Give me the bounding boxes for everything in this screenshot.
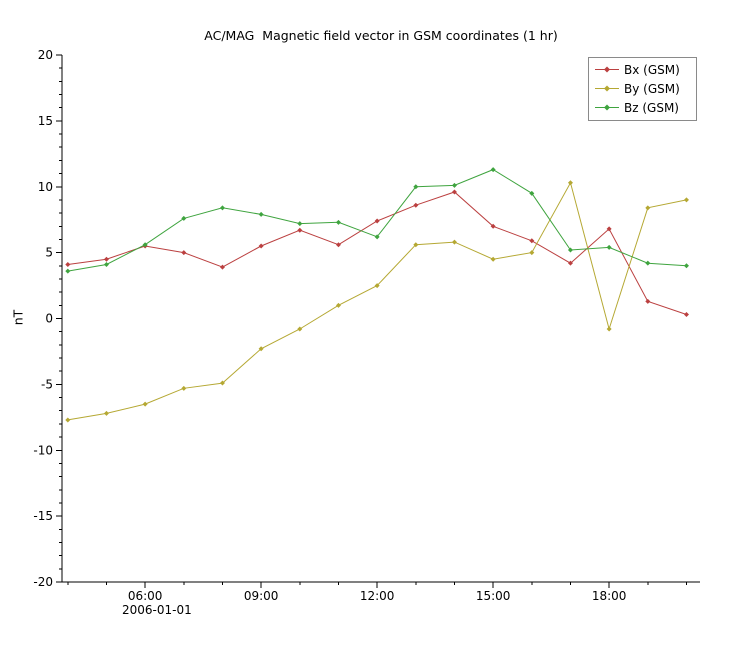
marker-bz — [606, 244, 612, 250]
y-tick-label: -15 — [33, 509, 53, 523]
marker-bx — [374, 218, 380, 224]
legend-item-bz: Bz (GSM) — [589, 98, 696, 117]
marker-bz — [529, 190, 535, 196]
marker-bx — [219, 264, 225, 270]
marker-by — [335, 302, 341, 308]
marker-bz — [645, 260, 651, 266]
marker-by — [374, 283, 380, 289]
marker-bx — [65, 261, 71, 267]
x-tick-label: 15:00 — [476, 589, 511, 603]
marker-bx — [567, 260, 573, 266]
y-tick-label: -20 — [33, 575, 53, 589]
x-axis-date-label: 2006-01-01 — [122, 603, 192, 617]
tick-labels: -20 -15 -10 -5 0 5 10 15 20 06:00 09:00 12:00 15:00 1… — [33, 48, 626, 603]
marker-bx — [645, 298, 651, 304]
marker-by — [645, 205, 651, 211]
marker-by — [606, 326, 612, 332]
marker-bz — [65, 268, 71, 274]
marker-by — [219, 380, 225, 386]
marker-by — [451, 239, 457, 245]
y-tick-label: -5 — [41, 377, 53, 391]
marker-by — [683, 197, 689, 203]
marker-bz — [451, 182, 457, 188]
marker-bx — [258, 243, 264, 249]
y-tick-label: 15 — [38, 114, 53, 128]
marker-bz — [142, 242, 148, 248]
marker-bz — [374, 234, 380, 240]
legend-swatch-by-icon — [595, 85, 619, 92]
marker-bz — [490, 167, 496, 173]
y-tick-label: -10 — [33, 443, 53, 457]
y-tick-label: 10 — [38, 180, 53, 194]
marker-bx — [683, 312, 689, 318]
marker-bz — [297, 221, 303, 227]
series-by — [65, 180, 689, 423]
legend-item-by: By (GSM) — [589, 79, 696, 98]
marker-bz — [219, 205, 225, 211]
marker-by — [258, 346, 264, 352]
marker-by — [142, 401, 148, 407]
x-tick-label: 09:00 — [244, 589, 279, 603]
legend-swatch-bx-icon — [595, 66, 619, 73]
x-tick-label: 12:00 — [360, 589, 395, 603]
y-tick-label: 0 — [45, 312, 53, 326]
marker-bz — [567, 247, 573, 253]
legend-label-bx: Bx (GSM) — [624, 62, 680, 77]
legend: Bx (GSM) By (GSM) Bz (GSM) — [588, 57, 697, 121]
marker-bx — [297, 227, 303, 233]
marker-by — [65, 417, 71, 423]
y-tick-label: 5 — [45, 246, 53, 260]
x-tick-label: 06:00 — [128, 589, 163, 603]
chart-title: AC/MAG Magnetic field vector in GSM coor… — [204, 28, 558, 43]
marker-bx — [181, 250, 187, 256]
marker-bz — [181, 215, 187, 221]
marker-bz — [258, 211, 264, 217]
marker-by — [297, 326, 303, 332]
marker-by — [413, 242, 419, 248]
marker-bz — [683, 263, 689, 269]
marker-bx — [413, 202, 419, 208]
marker-bx — [103, 256, 109, 262]
series-bx — [65, 189, 689, 318]
marker-by — [567, 180, 573, 186]
axes — [56, 54, 700, 588]
marker-by — [529, 250, 535, 256]
marker-bx — [451, 189, 457, 195]
marker-bx — [335, 242, 341, 248]
marker-bz — [413, 184, 419, 190]
series-bz — [65, 167, 689, 274]
marker-by — [103, 410, 109, 416]
marker-by — [490, 256, 496, 262]
legend-swatch-bz-icon — [595, 104, 619, 111]
marker-bx — [490, 223, 496, 229]
marker-bz — [103, 261, 109, 267]
y-tick-label: 20 — [38, 48, 53, 62]
legend-item-bx: Bx (GSM) — [589, 60, 696, 79]
marker-by — [181, 385, 187, 391]
marker-bx — [529, 238, 535, 244]
marker-bx — [606, 226, 612, 232]
legend-label-by: By (GSM) — [624, 81, 680, 96]
x-tick-label: 18:00 — [592, 589, 627, 603]
marker-bz — [335, 219, 341, 225]
legend-label-bz: Bz (GSM) — [624, 100, 679, 115]
